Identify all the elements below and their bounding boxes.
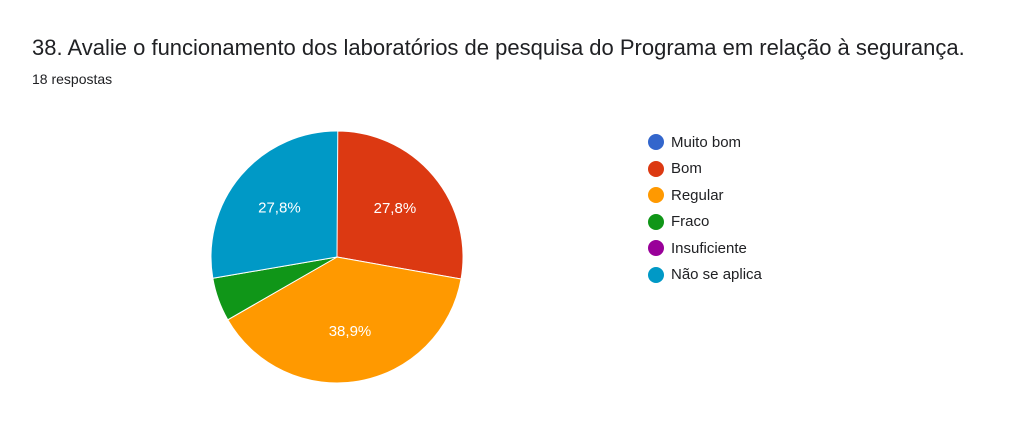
response-count: 18 respostas	[32, 71, 113, 87]
legend-swatch	[648, 134, 664, 151]
legend-label: Muito bom	[671, 133, 742, 151]
legend-item[interactable]: Insuficiente	[648, 235, 762, 262]
question-title: 38. Avalie o funcionamento dos laboratór…	[32, 35, 965, 60]
pie-slice-label: 38,9%	[329, 323, 372, 340]
legend-swatch	[648, 240, 664, 257]
legend-label: Bom	[671, 160, 702, 178]
legend-item[interactable]: Fraco	[648, 209, 762, 236]
pie-slice-nao-se-aplica[interactable]	[210, 130, 339, 279]
pie-slice-regular[interactable]	[227, 256, 462, 384]
legend-label: Insuficiente	[671, 239, 747, 257]
chart-legend: Muito bom Bom Regular Fraco Insuficiente Não …	[648, 129, 762, 288]
legend-swatch	[648, 187, 664, 204]
legend-item[interactable]: Não se aplica	[648, 262, 762, 289]
pie-slice-label: 27,8%	[374, 200, 417, 217]
pie-slice-label: 27,8%	[258, 200, 301, 217]
legend-item[interactable]: Muito bom	[648, 129, 762, 156]
pie-slice-bom[interactable]	[336, 130, 464, 280]
legend-swatch	[648, 160, 664, 177]
legend-label: Não se aplica	[671, 266, 762, 284]
legend-label: Regular	[671, 186, 724, 204]
legend-item[interactable]: Regular	[648, 182, 762, 209]
legend-label: Fraco	[671, 213, 710, 231]
legend-item[interactable]: Bom	[648, 156, 762, 183]
legend-swatch	[648, 213, 664, 230]
legend-swatch	[648, 266, 664, 283]
